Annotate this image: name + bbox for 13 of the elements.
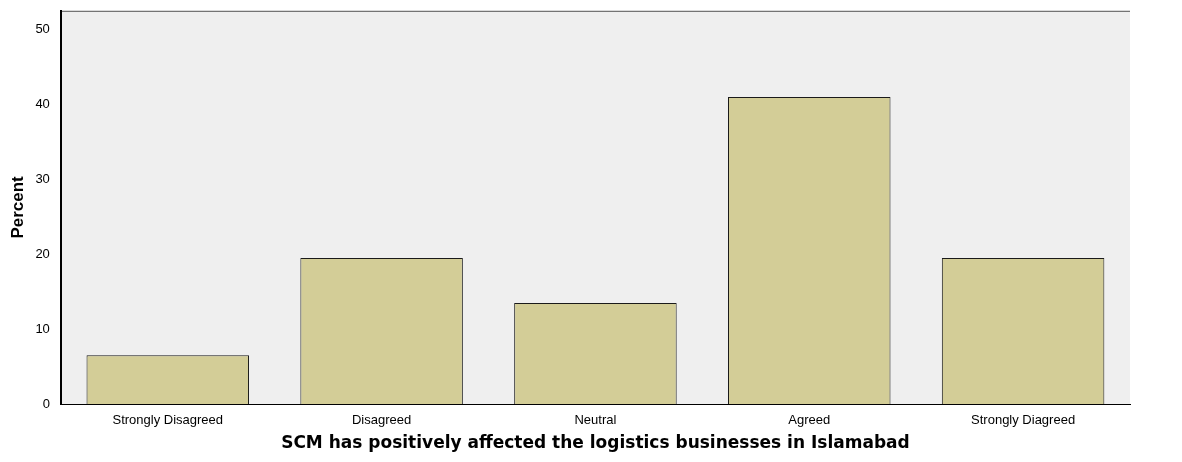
x-tick-label: Neutral [574, 412, 617, 428]
x-tick-label: Disagreed [351, 412, 412, 428]
x-tick-label: Agreed [788, 412, 831, 428]
y-tick-label: 20 [35, 245, 50, 261]
y-tick-label: 0 [42, 395, 50, 411]
y-tick-label: 50 [35, 21, 50, 37]
y-tick-label: 40 [35, 96, 50, 111]
y-axis-title: Percent [7, 175, 27, 239]
x-axis-title: SCM has positively affected the logistics businesses in Islamabad [281, 432, 910, 453]
y-tick-label: 10 [35, 320, 50, 336]
x-tick-label: Strongly Disagreed [112, 412, 224, 428]
y-tick-label: 30 [35, 170, 50, 186]
x-tick-label: Strongly Diagreed [971, 412, 1076, 428]
